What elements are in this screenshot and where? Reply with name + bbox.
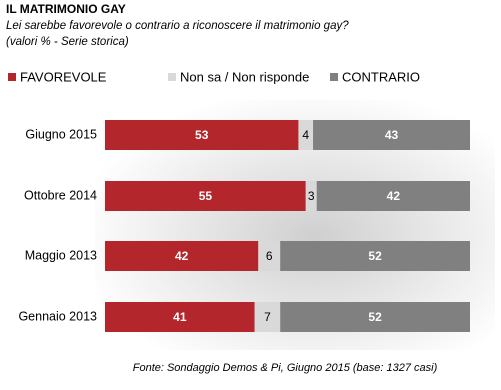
data-label: 41 [173, 310, 187, 324]
bar-segment [105, 120, 299, 150]
chart-subtitle: (valori % - Serie storica) [6, 36, 129, 48]
legend-label: Non sa / Non risponde [180, 69, 309, 84]
y-tick-label: Ottobre 2014 [24, 188, 97, 202]
y-tick-label: Giugno 2015 [25, 127, 97, 141]
chart-subtitle: Lei sarebbe favorevole o contrario a ric… [6, 20, 349, 32]
data-label: 42 [175, 249, 189, 263]
data-label: 6 [266, 249, 273, 263]
data-label: 53 [195, 128, 209, 142]
data-label: 42 [387, 189, 401, 203]
data-label: 7 [264, 310, 271, 324]
bar-segment [105, 181, 306, 211]
data-label: 55 [199, 189, 213, 203]
bar-segment [105, 241, 259, 271]
bar-segment [254, 302, 281, 332]
chart-title: IL MATRIMONIO GAY [6, 2, 126, 16]
legend-swatch [168, 73, 176, 81]
legend-label: FAVOREVOLE [20, 69, 107, 84]
data-label: 52 [368, 249, 382, 263]
bar-segment [280, 241, 470, 271]
bar-segment [105, 302, 255, 332]
bar-segment [316, 181, 470, 211]
legend-label: CONTRARIO [342, 69, 420, 84]
data-label: 43 [385, 128, 399, 142]
bar-segment [258, 241, 281, 271]
data-label: 4 [302, 128, 309, 142]
legend-swatch [330, 73, 338, 81]
bar-segment [313, 120, 470, 150]
bar-segment [298, 120, 314, 150]
y-tick-label: Gennaio 2013 [18, 309, 97, 323]
source-note: Fonte: Sondaggio Demos & Pi, Giugno 2015… [133, 362, 438, 374]
data-label: 3 [308, 189, 315, 203]
bar-segment [280, 302, 470, 332]
data-label: 52 [368, 310, 382, 324]
bar-segment [305, 181, 317, 211]
legend-swatch [8, 73, 16, 81]
y-tick-label: Maggio 2013 [25, 248, 97, 262]
